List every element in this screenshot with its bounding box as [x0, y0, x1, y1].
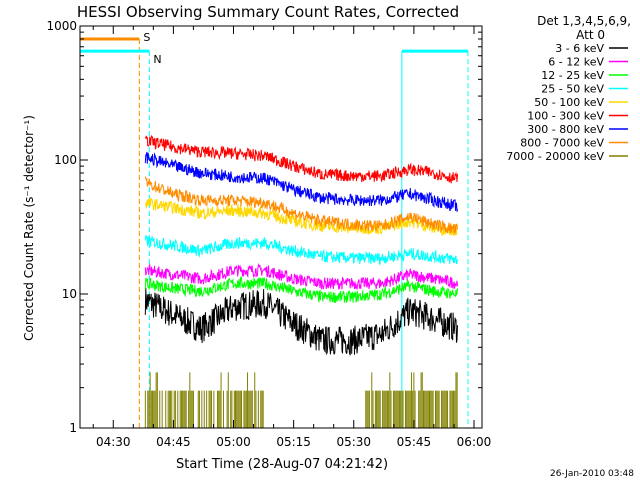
x-tick-label: 04:30 — [96, 435, 131, 449]
x-tick-label: 06:00 — [457, 435, 492, 449]
legend-label: 25 - 50 keV — [541, 83, 604, 96]
plot-area: SN — [80, 31, 469, 428]
marker-label: S — [143, 31, 150, 44]
legend-label: 3 - 6 keV — [555, 42, 604, 55]
legend-label: 100 - 300 keV — [527, 110, 604, 123]
legend-label: 300 - 800 keV — [527, 123, 604, 136]
x-tick-label: 05:15 — [276, 435, 311, 449]
legend-header-line-2: Att 0 — [576, 28, 605, 42]
legend-label: 12 - 25 keV — [541, 69, 604, 82]
series-line-4 — [144, 196, 458, 237]
x-axis: 04:30 04:45 05:00 05:15 05:30 05:45 06:00 — [92, 26, 492, 449]
series-line-6 — [144, 151, 458, 212]
legend-label: 7000 - 20000 keV — [506, 150, 604, 163]
x-tick-label: 04:45 — [156, 435, 191, 449]
legend-label: 50 - 100 keV — [534, 96, 604, 109]
x-axis-label: Start Time (28-Aug-07 04:21:42) — [176, 457, 388, 472]
y-tick-label: 1 — [69, 421, 77, 435]
y-tick-label: 1000 — [46, 19, 77, 33]
x-tick-label: 05:00 — [216, 435, 251, 449]
y-tick-label: 100 — [54, 153, 77, 167]
y-tick-label: 10 — [62, 287, 77, 301]
series-7000-20000kev — [144, 372, 458, 428]
x-tick-label: 05:30 — [336, 435, 371, 449]
series-line-1 — [144, 263, 458, 291]
legend-label: 800 - 7000 keV — [520, 137, 604, 150]
series-line-7 — [144, 176, 458, 234]
chart-title: HESSI Observing Summary Count Rates, Cor… — [77, 3, 459, 21]
legend-header-line-1: Det 1,3,4,5,6,9, — [537, 14, 631, 28]
marker-label: N — [153, 53, 161, 66]
x-tick-label: 05:45 — [397, 435, 432, 449]
series-line-2 — [144, 275, 458, 304]
legend-label: 6 - 12 keV — [548, 56, 604, 69]
plot-frame — [79, 25, 483, 429]
series-line-0 — [144, 287, 458, 356]
series-line-3 — [144, 235, 458, 266]
series-line-5 — [144, 134, 458, 184]
y-axis: 1 10 100 1000 — [46, 19, 482, 435]
y-axis-label: Corrected Count Rate (s⁻¹ detector⁻¹) — [22, 115, 36, 341]
timestamp: 26-Jan-2010 03:48 — [550, 469, 634, 479]
